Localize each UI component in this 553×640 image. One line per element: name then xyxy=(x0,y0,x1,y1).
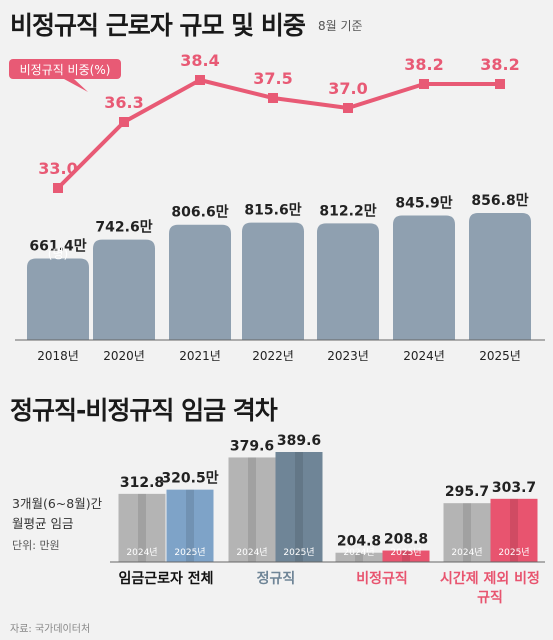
x-tick-label: 2025년 xyxy=(479,349,521,363)
wage-group-label: 임금근로자 전체 xyxy=(118,571,214,587)
share-value-label: 37.0 xyxy=(328,79,367,98)
wage-value-label: 379.6 xyxy=(230,438,274,454)
share-value-label: 38.4 xyxy=(180,51,219,70)
wage-bar-stripe xyxy=(402,550,410,562)
wage-year-label: 2025년 xyxy=(174,547,205,558)
bar xyxy=(27,258,89,340)
wage-bar-stripe xyxy=(186,489,194,562)
source-note: 자료: 국가데이터처 xyxy=(10,624,91,635)
wage-note-line-1: 3개월(6~8월)간 xyxy=(12,496,103,511)
wage-year-label: 2024년 xyxy=(126,547,157,558)
bar xyxy=(93,239,155,340)
bar xyxy=(393,215,455,340)
wage-value-label: 312.8 xyxy=(120,475,164,491)
wage-bar xyxy=(335,552,383,562)
bar-value-label: 815.6만 xyxy=(244,203,301,219)
wage-year-label: 2025년 xyxy=(390,547,421,558)
wage-year-label: 2025년 xyxy=(498,547,529,558)
chart-title: 비정규직 근로자 규모 및 비중 xyxy=(10,11,306,40)
wage-chart-title: 정규직-비정규직 임금 격차 xyxy=(10,396,278,425)
wage-year-label: 2024년 xyxy=(236,547,267,558)
wage-bar xyxy=(443,503,491,562)
wage-bar xyxy=(166,489,214,562)
bar xyxy=(242,222,304,340)
wage-bar-stripe xyxy=(463,503,471,562)
share-value-label: 38.2 xyxy=(480,55,519,74)
share-value-label: 37.5 xyxy=(253,69,292,88)
wage-group-label: 비정규직 xyxy=(356,571,408,587)
wage-bar xyxy=(118,493,166,562)
legend-pointer xyxy=(64,79,88,92)
wage-value-label: 204.8 xyxy=(337,534,381,550)
wage-bar-stripe xyxy=(138,493,146,562)
share-point xyxy=(119,117,129,127)
bar-value-label: 812.2만 xyxy=(319,203,376,219)
bar-value-label: 845.9만 xyxy=(395,196,452,212)
wage-bar-stripe xyxy=(248,457,256,562)
bar xyxy=(169,224,231,340)
share-point xyxy=(343,103,353,113)
bar-value-label: 742.6만 xyxy=(95,220,152,236)
wage-bar xyxy=(275,452,323,562)
wage-year-label: 2024년 xyxy=(343,547,374,558)
share-point xyxy=(53,183,63,193)
share-point xyxy=(195,75,205,85)
share-point xyxy=(419,79,429,89)
wage-unit: 단위: 만원 xyxy=(12,539,60,552)
wage-bar-stripe xyxy=(295,452,303,562)
share-value-label: 38.2 xyxy=(404,55,443,74)
wage-bar xyxy=(382,550,430,562)
x-tick-label: 2022년 xyxy=(252,349,294,363)
wage-group-label: 정규직 xyxy=(256,571,296,587)
chart-subtitle: 8월 기준 xyxy=(318,19,363,33)
bar-value-label: 856.8만 xyxy=(471,193,528,209)
share-point xyxy=(495,79,505,89)
bar-value-label: 806.6만 xyxy=(171,205,228,221)
wage-note: 3개월(6~8월)간 월평균 임금 단위: 만원 xyxy=(12,494,102,556)
legend-box xyxy=(9,59,121,79)
wage-bar xyxy=(228,457,276,562)
wage-bar xyxy=(490,498,538,562)
wage-value-label: 208.8 xyxy=(384,532,428,548)
wage-year-label: 2024년 xyxy=(451,547,482,558)
wage-value-label: 389.6 xyxy=(277,433,321,449)
wage-bar-stripe xyxy=(510,498,518,562)
wage-note-line-2: 월평균 임금 xyxy=(12,516,74,531)
share-point xyxy=(268,93,278,103)
workers-chart: 661.4만 2018년 742.6만 2020년 806.6만 2021년 815.6만 2… xyxy=(9,51,545,363)
wage-group-label: 시간제 제외 비정규직 xyxy=(440,571,540,606)
wage-year-label: 2025년 xyxy=(283,547,314,558)
unit-label: (명) xyxy=(48,247,68,261)
x-tick-label: 2023년 xyxy=(327,349,369,363)
x-tick-label: 2024년 xyxy=(403,349,445,363)
legend-label: 비정규직 비중(%) xyxy=(20,63,111,77)
x-tick-label: 2018년 xyxy=(37,349,79,363)
x-tick-label: 2021년 xyxy=(179,349,221,363)
bar xyxy=(317,223,379,340)
share-value-label: 33.0 xyxy=(38,159,77,178)
wage-bar-stripe xyxy=(355,552,363,562)
bar xyxy=(469,213,531,340)
share-value-label: 36.3 xyxy=(104,93,143,112)
x-tick-label: 2020년 xyxy=(103,349,145,363)
wage-value-label: 303.7 xyxy=(492,480,536,496)
wage-value-label: 295.7 xyxy=(445,484,489,500)
wage-value-label: 320.5만 xyxy=(161,471,218,487)
bar-value-label: 661.4만 xyxy=(29,239,86,255)
